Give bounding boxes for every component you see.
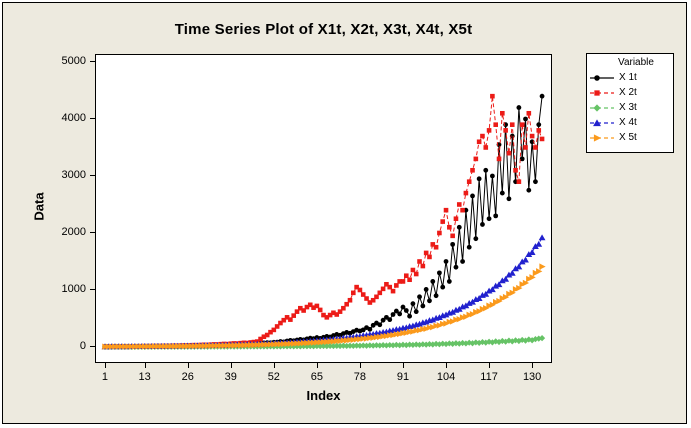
legend-item[interactable]: X 5t <box>587 130 673 145</box>
x-tick-mark <box>187 363 189 368</box>
series-x5t-markers <box>102 263 546 350</box>
x-tick-label: 39 <box>224 371 237 383</box>
legend-triangle-right-icon <box>590 133 614 142</box>
legend-item[interactable]: X 3t <box>587 100 673 115</box>
x-tick-mark <box>104 363 106 368</box>
y-tick-mark <box>90 175 95 177</box>
x-tick-label: 130 <box>522 371 542 383</box>
x-tick-mark <box>144 363 146 368</box>
y-tick-label: 4000 <box>61 112 86 125</box>
plot-area[interactable] <box>95 54 552 363</box>
legend-title: Variable <box>618 57 654 68</box>
y-tick-label: 0 <box>79 340 86 353</box>
x-tick-label: 78 <box>353 371 367 383</box>
y-tick-label: 2000 <box>61 226 86 239</box>
x-tick-mark <box>230 363 232 368</box>
x-tick-mark <box>359 363 361 368</box>
legend-item-label: X 5t <box>619 132 637 143</box>
legend-triangle-up-icon <box>590 118 614 126</box>
x-tick-label: 91 <box>396 371 410 383</box>
y-tick-mark <box>90 61 95 63</box>
x-tick-mark <box>402 363 404 368</box>
x-tick-label: 13 <box>138 371 151 383</box>
y-tick-mark <box>90 289 95 291</box>
legend-item-label: X 2t <box>619 87 637 98</box>
x-tick-mark <box>273 363 275 368</box>
y-tick-label: 5000 <box>61 55 86 68</box>
plot-canvas <box>95 54 552 363</box>
legend-item-label: X 4t <box>619 117 637 128</box>
legend-square-icon <box>590 89 614 96</box>
legend-item[interactable]: X 1t <box>587 70 673 85</box>
legend-box[interactable]: Variable X 1t X 2t X 3t X 4t X 5t <box>586 53 674 153</box>
x-axis-title: Index <box>306 388 341 403</box>
legend-item-label: X 1t <box>619 72 637 83</box>
legend-circle-icon <box>590 74 614 81</box>
x-tick-label: 26 <box>181 371 194 383</box>
legend-item[interactable]: X 2t <box>587 85 673 100</box>
x-tick-label: 52 <box>267 371 280 383</box>
x-tick-label: 117 <box>480 371 498 383</box>
x-tick-mark <box>316 363 318 368</box>
chart-title: Time Series Plot of X1t, X2t, X3t, X4t, … <box>174 21 473 38</box>
y-tick-label: 3000 <box>61 169 86 182</box>
x-tick-label: 1 <box>101 371 108 383</box>
x-tick-label: 104 <box>436 371 456 383</box>
legend-item-label: X 3t <box>619 102 637 113</box>
legend-item[interactable]: X 4t <box>587 115 673 130</box>
y-tick-mark <box>90 118 95 120</box>
y-tick-mark <box>90 232 95 234</box>
x-tick-mark <box>446 363 448 368</box>
y-tick-mark <box>90 346 95 348</box>
x-tick-mark <box>532 363 534 368</box>
x-tick-label: 65 <box>310 371 323 383</box>
legend-items: X 1t X 2t X 3t X 4t X 5t <box>587 70 673 145</box>
y-tick-label: 1000 <box>61 283 86 296</box>
legend-diamond-icon <box>590 103 614 112</box>
x-tick-mark <box>489 363 491 368</box>
